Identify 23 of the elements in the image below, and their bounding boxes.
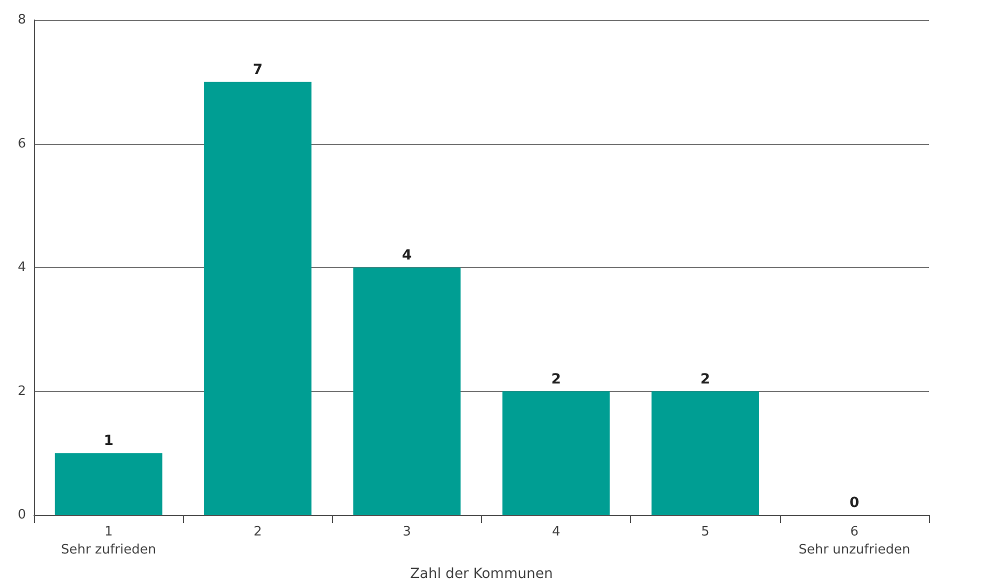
- y-tick-label: 2: [18, 384, 26, 399]
- data-label: 2: [700, 371, 710, 388]
- y-tick-label: 6: [18, 136, 26, 152]
- y-tick-label: 0: [18, 508, 26, 522]
- x-tick-label: 6 Sehr unzufrieden: [798, 524, 910, 558]
- bar: [353, 268, 461, 515]
- x-tick-label: 2: [254, 524, 262, 540]
- x-tick-label: 3: [402, 524, 412, 540]
- data-label: 7: [252, 62, 263, 78]
- x-axis-title: Zahl der Kommunen: [410, 566, 553, 582]
- bar: [652, 391, 759, 515]
- data-label: 1: [104, 433, 114, 450]
- y-tick-label: 8: [18, 12, 26, 28]
- y-tick-label: 4: [18, 260, 26, 275]
- data-label: 0: [850, 495, 860, 511]
- data-label: 4: [402, 248, 412, 264]
- bar: [502, 391, 610, 515]
- x-tick-label: 4: [552, 524, 560, 540]
- bar: [204, 82, 312, 515]
- data-label: 2: [551, 371, 561, 388]
- x-tick-label: 1 Sehr zufrieden: [61, 524, 156, 558]
- bar: [54, 453, 162, 515]
- x-tick-label: 5: [701, 524, 710, 540]
